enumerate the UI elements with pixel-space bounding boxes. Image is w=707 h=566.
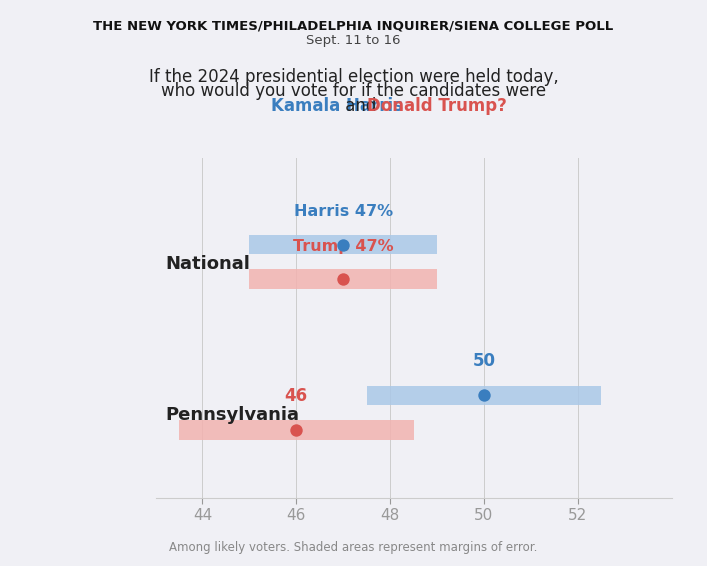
Text: and: and xyxy=(340,97,382,115)
Text: THE NEW YORK TIMES/PHILADELPHIA INQUIRER/SIENA COLLEGE POLL: THE NEW YORK TIMES/PHILADELPHIA INQUIRER… xyxy=(93,20,614,33)
Text: 46: 46 xyxy=(285,387,308,405)
Text: Sept. 11 to 16: Sept. 11 to 16 xyxy=(306,34,401,47)
Text: Kamala Harris: Kamala Harris xyxy=(271,97,403,115)
Text: Harris 47%: Harris 47% xyxy=(293,204,393,219)
Point xyxy=(291,426,302,435)
Text: If the 2024 presidential election were held today,: If the 2024 presidential election were h… xyxy=(148,68,559,86)
Text: Pennsylvania: Pennsylvania xyxy=(165,406,299,424)
Bar xyxy=(367,385,601,405)
Point xyxy=(337,275,349,284)
Text: Kamala Harris and Donald Trump?: Kamala Harris and Donald Trump? xyxy=(0,565,1,566)
Text: and: and xyxy=(0,565,1,566)
Text: Kamala Harris: Kamala Harris xyxy=(0,565,1,566)
Text: who would you vote for if the candidates were: who would you vote for if the candidates… xyxy=(161,82,546,100)
Bar xyxy=(179,421,414,440)
Text: Among likely voters. Shaded areas represent margins of error.: Among likely voters. Shaded areas repres… xyxy=(169,541,538,554)
Text: National: National xyxy=(165,255,250,273)
Text: Donald Trump?: Donald Trump? xyxy=(367,97,507,115)
Point xyxy=(479,391,490,400)
Point xyxy=(337,240,349,249)
Bar xyxy=(250,269,437,289)
Text: 50: 50 xyxy=(472,352,496,370)
Text: Trump 47%: Trump 47% xyxy=(293,238,394,254)
Text: Donald Trump?: Donald Trump? xyxy=(0,565,1,566)
Bar xyxy=(250,235,437,254)
